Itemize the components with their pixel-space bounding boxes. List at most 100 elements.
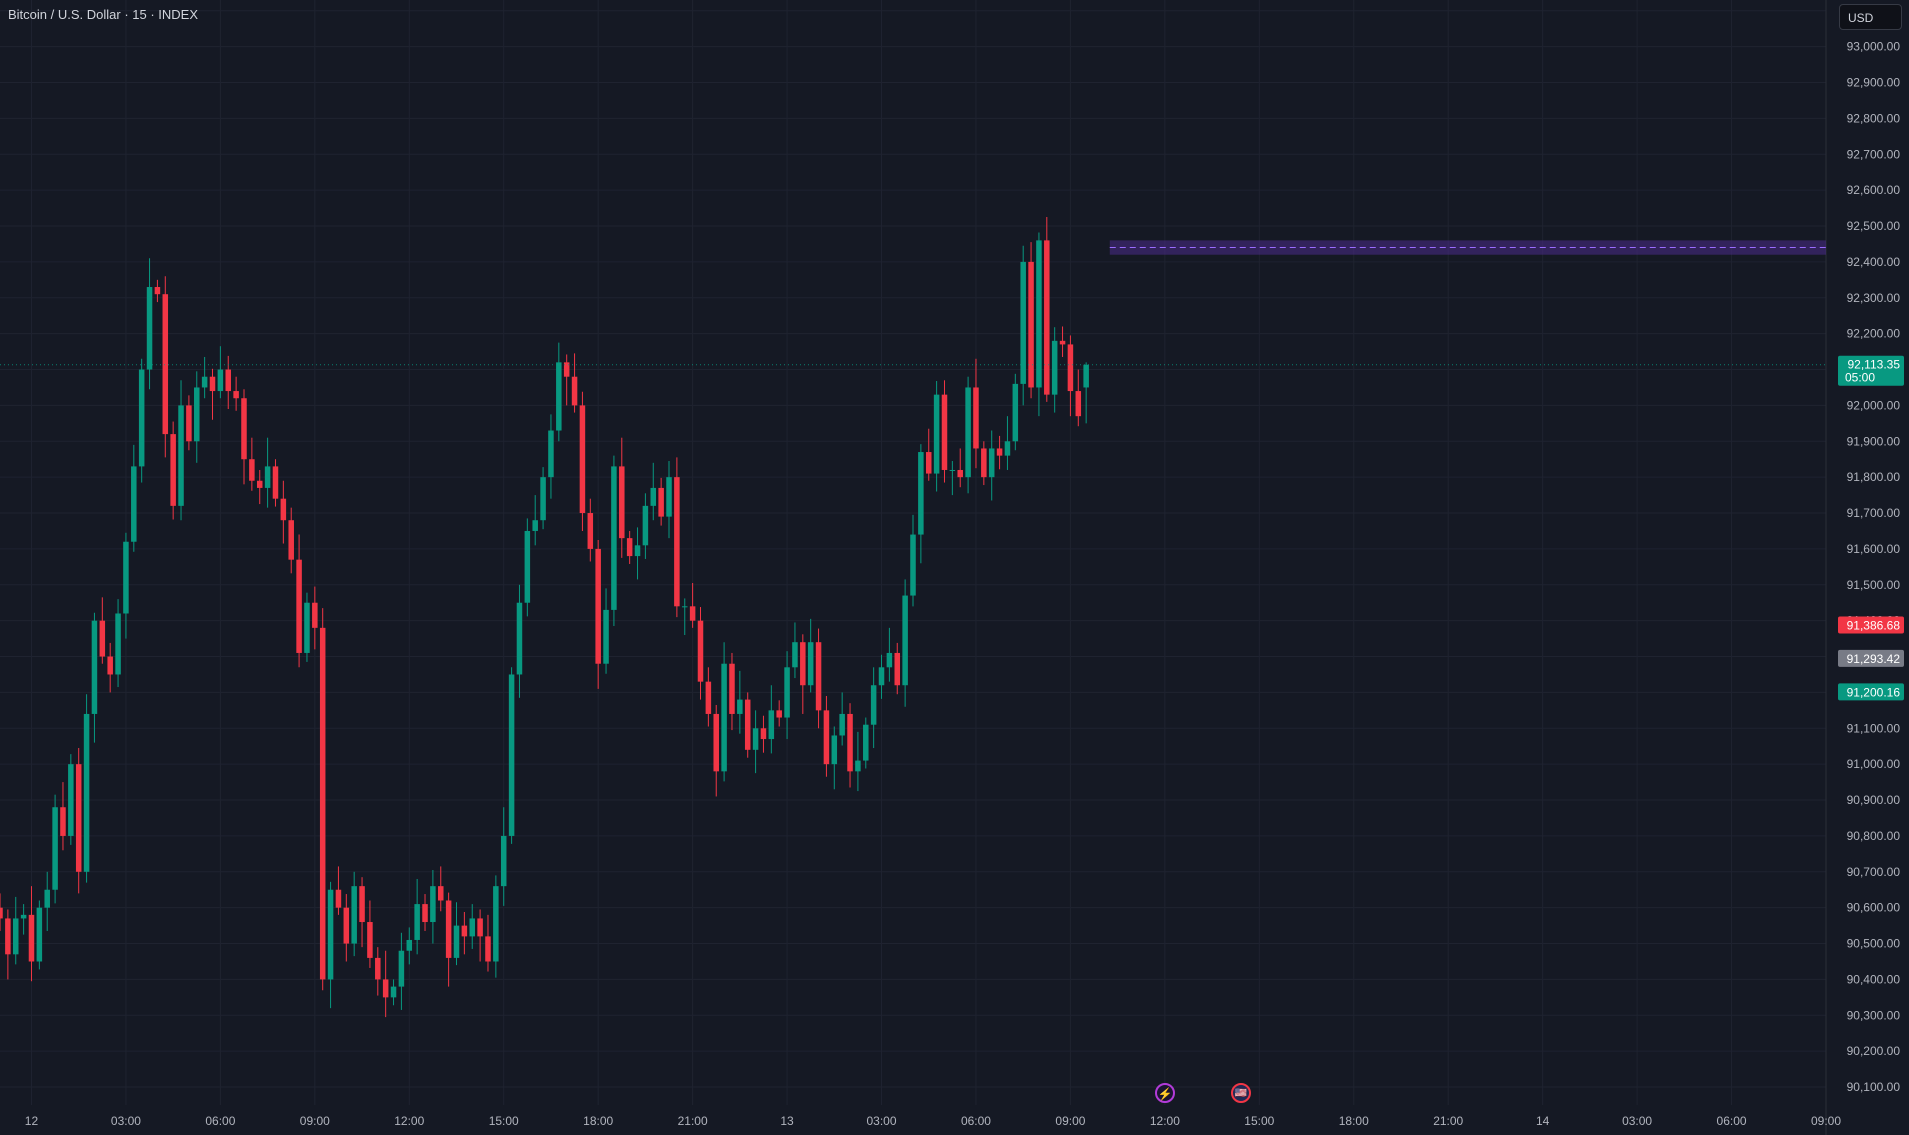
price-tick-label: 90,100.00 — [1847, 1080, 1901, 1094]
candle-body — [217, 369, 224, 392]
candle-body — [886, 652, 893, 668]
candle-body — [123, 541, 129, 614]
candles[interactable] — [0, 217, 1089, 1018]
candle-body — [146, 287, 153, 370]
resistance-zone[interactable] — [1109, 240, 1826, 255]
candle-body — [0, 907, 3, 919]
candle-body — [752, 728, 759, 750]
price-label-box — [1838, 683, 1904, 701]
price-label-value: 91,386.68 — [1847, 618, 1901, 632]
candle-body — [910, 534, 916, 596]
price-tick-label: 90,200.00 — [1847, 1044, 1901, 1058]
symbol-title[interactable]: Bitcoin / U.S. Dollar · 15 · INDEX — [8, 7, 198, 22]
countdown-label: 05:00 — [1845, 371, 1875, 385]
zone-box — [1109, 240, 1826, 255]
candle-body — [863, 724, 869, 761]
candle-body — [603, 609, 609, 664]
candle-body — [1004, 441, 1011, 456]
candle-body — [438, 886, 444, 901]
candle-body — [650, 487, 657, 506]
time-tick-label: 14 — [1536, 1114, 1550, 1128]
candle-body — [312, 602, 318, 628]
price-axis[interactable]: 90,100.00 90,200.00 90,300.00 90,400.00 90,5… — [1847, 4, 1901, 1094]
time-tick-label: 06:00 — [961, 1114, 991, 1128]
time-tick-label: 03:00 — [111, 1114, 141, 1128]
candle-body — [579, 405, 586, 514]
candle-body — [634, 545, 641, 557]
candle-body — [68, 764, 74, 836]
candle-body — [367, 922, 373, 958]
bolt-event-icon[interactable]: ⚡ — [1155, 1083, 1175, 1103]
time-tick-label: 18:00 — [1339, 1114, 1369, 1128]
price-tick-label: 91,900.00 — [1847, 434, 1901, 448]
time-tick-label: 15:00 — [1244, 1114, 1274, 1128]
candle-body — [264, 466, 271, 488]
candle-body — [1020, 261, 1026, 384]
candle-body — [524, 530, 531, 603]
candle-body — [52, 807, 58, 890]
candle-body — [957, 469, 963, 478]
candle-body — [611, 466, 617, 610]
candle-body — [256, 480, 263, 488]
candle-body — [91, 620, 98, 714]
candle-body — [532, 520, 538, 531]
candle-body — [508, 674, 515, 836]
time-tick-label: 12:00 — [1150, 1114, 1180, 1128]
candle-body — [99, 620, 106, 657]
candle-body — [847, 713, 853, 772]
candle-body — [398, 950, 405, 987]
candle-body — [918, 452, 924, 535]
time-tick-label: 03:00 — [867, 1114, 897, 1128]
candle-body — [186, 405, 192, 442]
candle-body — [587, 513, 594, 549]
price-tick-label: 92,200.00 — [1847, 327, 1901, 341]
us-flag-event-icon[interactable]: 🇺🇸 — [1231, 1083, 1251, 1103]
candle-body — [870, 685, 877, 725]
candle-body — [784, 667, 790, 718]
time-axis[interactable]: 12 03:00 06:00 09:00 12:00 15:00 18:00 21:00 13 0… — [25, 1114, 1842, 1128]
time-tick-label: 15:00 — [489, 1114, 519, 1128]
candle-body — [375, 957, 381, 980]
time-tick-label: 12:00 — [394, 1114, 424, 1128]
time-tick-label: 03:00 — [1622, 1114, 1652, 1128]
candle-body — [445, 900, 452, 958]
candle-body — [626, 538, 633, 557]
candle-body — [406, 939, 413, 951]
candle-body — [60, 807, 66, 836]
candle-body — [115, 613, 121, 675]
candle-body — [288, 520, 294, 560]
time-tick-label: 06:00 — [205, 1114, 235, 1128]
candle-body — [981, 448, 987, 478]
candle-body — [1044, 240, 1050, 395]
price-tick-label: 91,700.00 — [1847, 506, 1901, 520]
candle-body — [831, 735, 838, 765]
candle-body — [453, 925, 460, 958]
candle-body — [800, 642, 806, 686]
candle-body — [839, 713, 845, 736]
candle-body — [933, 394, 940, 474]
candle-body — [201, 376, 208, 388]
candle-body — [1012, 383, 1019, 442]
candle-body — [925, 452, 932, 474]
time-tick-label: 09:00 — [1811, 1114, 1841, 1128]
candle-body — [1036, 240, 1042, 388]
candle-body — [430, 886, 436, 923]
price-label-value: 92,113.35 — [1848, 358, 1901, 372]
candle-body — [973, 387, 979, 449]
price-tick-label: 90,800.00 — [1847, 829, 1901, 843]
time-tick-label: 18:00 — [583, 1114, 613, 1128]
candle-body — [233, 391, 239, 399]
candle-body — [705, 681, 712, 714]
candle-body — [1028, 261, 1034, 388]
price-tick-label: 92,700.00 — [1847, 147, 1901, 161]
candle-body — [225, 369, 232, 392]
candle-body — [965, 387, 971, 478]
candle-body — [1059, 340, 1066, 345]
currency-selector[interactable]: USD — [1839, 4, 1902, 30]
price-tick-label: 92,600.00 — [1847, 183, 1901, 197]
candle-body — [485, 936, 491, 962]
time-tick-label: 12 — [25, 1114, 39, 1128]
price-tick-label: 90,700.00 — [1847, 865, 1901, 879]
